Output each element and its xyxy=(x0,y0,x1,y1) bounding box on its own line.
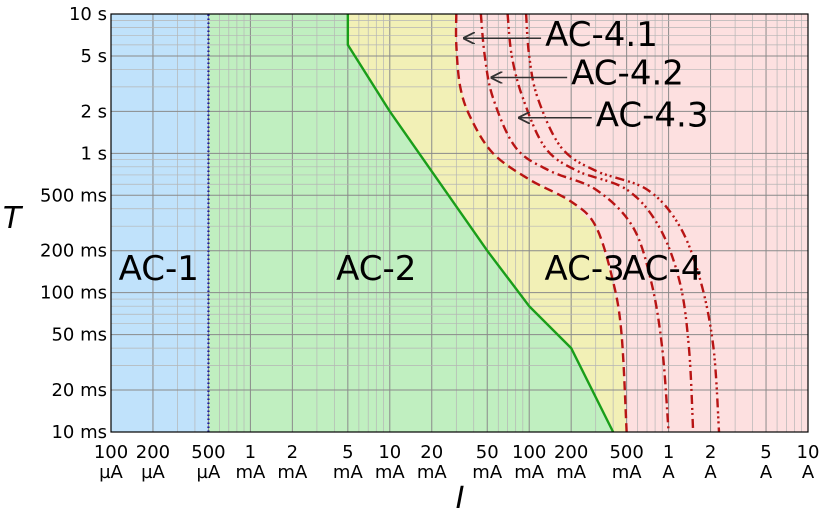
x-tick-label: 10 xyxy=(797,442,820,463)
x-tick-unit: µA xyxy=(99,462,123,483)
y-tick-label: 50 ms xyxy=(51,325,107,346)
curve-label-ac-4-1: AC-4.1 xyxy=(545,15,658,55)
boundary-ac-2-ac-3 xyxy=(346,14,615,433)
zone-label-ac-3: AC-3 xyxy=(545,249,625,289)
x-tick-unit: mA xyxy=(333,462,364,483)
y-tick-label: 500 ms xyxy=(40,185,107,206)
zone-ac-1 xyxy=(111,14,209,432)
x-tick-label: 10 xyxy=(378,442,401,463)
curve-label-ac-4-2: AC-4.2 xyxy=(571,54,684,94)
y-tick-label: 10 ms xyxy=(51,422,107,443)
x-tick-unit: mA xyxy=(514,462,545,483)
x-tick-unit: A xyxy=(760,462,773,483)
x-tick-unit: A xyxy=(662,462,675,483)
x-tick-unit: mA xyxy=(472,462,503,483)
x-tick-label: 20 xyxy=(420,442,443,463)
zone-label-ac-4: AC-4 xyxy=(622,249,702,289)
x-tick-label: 2 xyxy=(287,442,298,463)
x-tick-label: 500 xyxy=(609,442,643,463)
x-tick-unit: A xyxy=(802,462,815,483)
x-tick-unit: A xyxy=(704,462,717,483)
x-tick-unit: µA xyxy=(141,462,165,483)
y-tick-label: 20 ms xyxy=(51,380,107,401)
grid-layer xyxy=(110,14,808,433)
x-tick-unit: mA xyxy=(556,462,587,483)
y-tick-label: 200 ms xyxy=(40,241,107,262)
x-tick-label: 5 xyxy=(760,442,771,463)
boundary-ac-4-2 xyxy=(506,13,695,433)
curve-label-ac-4-3: AC-4.3 xyxy=(596,95,709,135)
x-tick-label: 50 xyxy=(476,442,499,463)
zone-labels: AC-1 AC-2 AC-3AC-4 xyxy=(119,249,703,289)
x-tick-unit: mA xyxy=(277,462,308,483)
y-tick-labels: 10 ms 20 ms 50 ms 100 ms 200 ms 500 ms 1 s 2 s 5… xyxy=(40,4,107,443)
x-axis-title: I xyxy=(456,481,465,516)
zone-label-ac-1: AC-1 xyxy=(119,249,199,289)
boundary-ac-4-1 xyxy=(479,13,670,433)
y-tick-label: 2 s xyxy=(80,101,107,122)
x-tick-unit: mA xyxy=(612,462,643,483)
x-tick-unit: µA xyxy=(197,462,221,483)
x-tick-label: 1 xyxy=(663,442,674,463)
x-tick-label: 200 xyxy=(554,442,588,463)
zone-label-ac-2: AC-2 xyxy=(336,249,416,289)
x-tick-unit: mA xyxy=(375,462,406,483)
y-tick-label: 10 s xyxy=(69,4,107,25)
x-tick-label: 200 xyxy=(136,442,170,463)
boundary-ac-3-ac-4 xyxy=(454,13,628,433)
y-tick-label: 5 s xyxy=(80,46,107,67)
x-tick-label: 500 xyxy=(191,442,225,463)
curve-labels: AC-4.1AC-4.2AC-4.3 xyxy=(464,15,709,135)
curves-layer xyxy=(207,13,721,433)
x-tick-labels: 100µA200µA500µA1mA2mA5mA10mA20mA50mA100m… xyxy=(94,442,820,483)
x-tick-label: 1 xyxy=(245,442,256,463)
x-tick-label: 100 xyxy=(512,442,546,463)
plot-frame xyxy=(110,13,809,433)
x-tick-label: 5 xyxy=(342,442,353,463)
x-tick-label: 2 xyxy=(705,442,716,463)
y-tick-label: 1 s xyxy=(80,143,107,164)
x-tick-label: 100 xyxy=(94,442,128,463)
boundary-ac-4-3 xyxy=(524,13,721,433)
y-tick-label: 100 ms xyxy=(40,283,107,304)
x-tick-unit: mA xyxy=(235,462,266,483)
y-axis-title: T xyxy=(3,201,24,236)
x-tick-unit: mA xyxy=(417,462,448,483)
